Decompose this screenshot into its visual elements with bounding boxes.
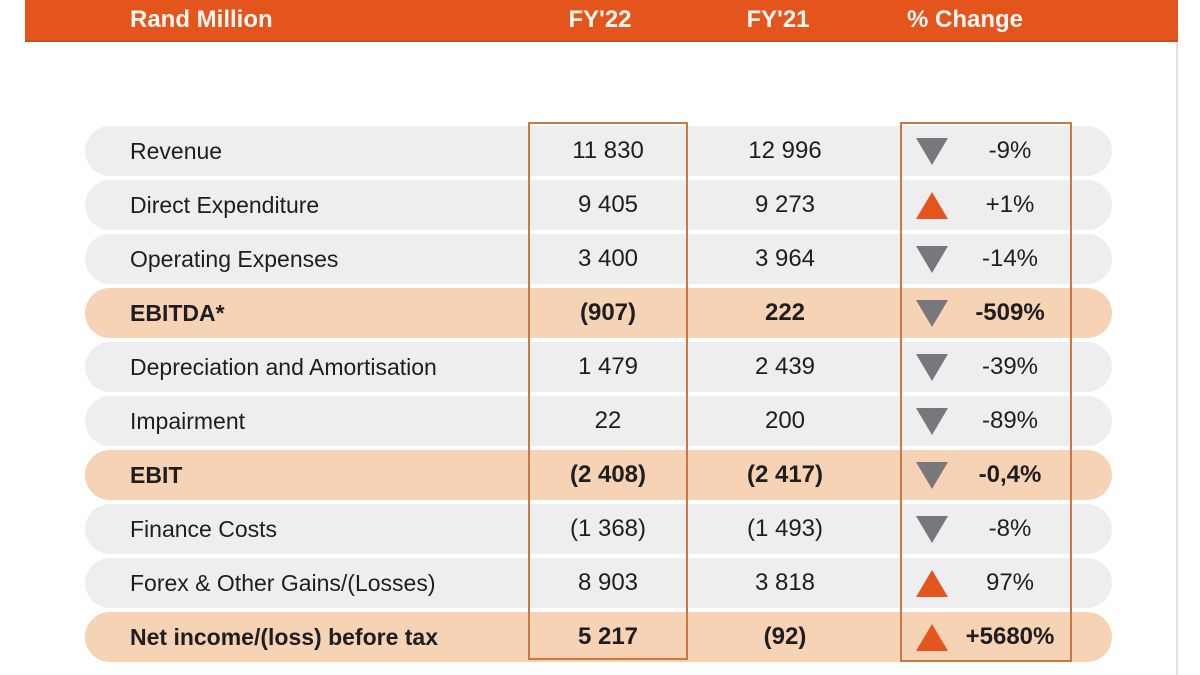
table-header: Rand Million FY'22 FY'21 % Change <box>25 0 1178 42</box>
triangle-down-icon <box>916 245 948 273</box>
table-row: EBIT (2 408) (2 417) -0,4% <box>85 450 1112 500</box>
change-value: -39% <box>981 353 1039 380</box>
fy21-value: (2 417) <box>746 461 824 488</box>
fy21-value: 222 <box>764 299 806 326</box>
table-row: Forex & Other Gains/(Losses) 8 903 3 818… <box>85 558 1112 608</box>
change-value: -14% <box>981 245 1039 272</box>
row-label: Direct Expenditure <box>130 192 320 218</box>
change-cell: +1% <box>900 180 1072 230</box>
row-label: EBIT <box>130 462 183 488</box>
fy22-value: 22 <box>594 407 622 434</box>
fy21-value: 2 439 <box>754 353 816 380</box>
header-fy21: FY'21 <box>746 6 810 33</box>
fy21-value: 3 964 <box>754 245 816 272</box>
fy22-value: 11 830 <box>572 137 644 164</box>
table-body: Revenue 11 830 12 996 -9% Direct Expendi… <box>85 126 1112 666</box>
fy21-value: 9 273 <box>754 191 816 218</box>
fy22-value: 5 217 <box>577 623 639 650</box>
table-row: Depreciation and Amortisation 1 479 2 43… <box>85 342 1112 392</box>
fy21-value: 3 818 <box>754 569 816 596</box>
triangle-down-icon <box>916 353 948 381</box>
row-label: Impairment <box>130 408 246 434</box>
slide-right-edge-line <box>1176 42 1178 675</box>
table-row: Impairment 22 200 -89% <box>85 396 1112 446</box>
change-cell: -0,4% <box>900 450 1072 500</box>
triangle-down-icon <box>916 461 948 489</box>
row-label: EBITDA* <box>130 300 225 326</box>
fy22-value: 9 405 <box>577 191 639 218</box>
change-value: 97% <box>985 569 1035 596</box>
row-label: Finance Costs <box>130 516 278 542</box>
fy22-value: (2 408) <box>569 461 647 488</box>
table-row: Operating Expenses 3 400 3 964 -14% <box>85 234 1112 284</box>
fy21-value: (1 493) <box>746 515 824 542</box>
change-value: +1% <box>985 191 1035 218</box>
triangle-up-icon <box>916 569 948 597</box>
change-value: -89% <box>981 407 1039 434</box>
change-cell: +5680% <box>900 612 1072 662</box>
table-row: Finance Costs (1 368) (1 493) -8% <box>85 504 1112 554</box>
fy21-value: 12 996 <box>748 137 822 164</box>
fy22-value: 8 903 <box>577 569 639 596</box>
triangle-down-icon <box>916 407 948 435</box>
change-cell: -509% <box>900 288 1072 338</box>
fy22-value: (907) <box>579 299 637 326</box>
triangle-down-icon <box>916 515 948 543</box>
table-row: Net income/(loss) before tax 5 217 (92) … <box>85 612 1112 662</box>
fy22-value: (1 368) <box>569 515 647 542</box>
change-cell: -89% <box>900 396 1072 446</box>
table-row: Revenue 11 830 12 996 -9% <box>85 126 1112 176</box>
change-value: +5680% <box>965 623 1055 650</box>
change-cell: 97% <box>900 558 1072 608</box>
row-label: Forex & Other Gains/(Losses) <box>130 570 436 596</box>
change-value: -9% <box>988 137 1032 164</box>
change-cell: -39% <box>900 342 1072 392</box>
row-label: Depreciation and Amortisation <box>130 354 437 380</box>
change-cell: -14% <box>900 234 1072 284</box>
fy21-value: (92) <box>763 623 807 650</box>
header-rand-million: Rand Million <box>130 6 273 33</box>
fy22-value: 3 400 <box>577 245 639 272</box>
table-row: Direct Expenditure 9 405 9 273 +1% <box>85 180 1112 230</box>
header-change: % Change <box>906 6 1023 33</box>
triangle-up-icon <box>916 623 948 651</box>
header-fy22: FY'22 <box>568 6 632 33</box>
row-label: Net income/(loss) before tax <box>130 624 439 650</box>
triangle-up-icon <box>916 191 948 219</box>
table-row: EBITDA* (907) 222 -509% <box>85 288 1112 338</box>
triangle-down-icon <box>916 299 948 327</box>
triangle-down-icon <box>916 137 948 165</box>
change-cell: -9% <box>900 126 1072 176</box>
change-value: -8% <box>988 515 1032 542</box>
row-label: Operating Expenses <box>130 246 339 272</box>
change-value: -0,4% <box>978 461 1042 488</box>
row-label: Revenue <box>130 138 223 164</box>
change-cell: -8% <box>900 504 1072 554</box>
change-value: -509% <box>975 299 1045 326</box>
fy22-value: 1 479 <box>577 353 639 380</box>
fy21-value: 200 <box>764 407 806 434</box>
